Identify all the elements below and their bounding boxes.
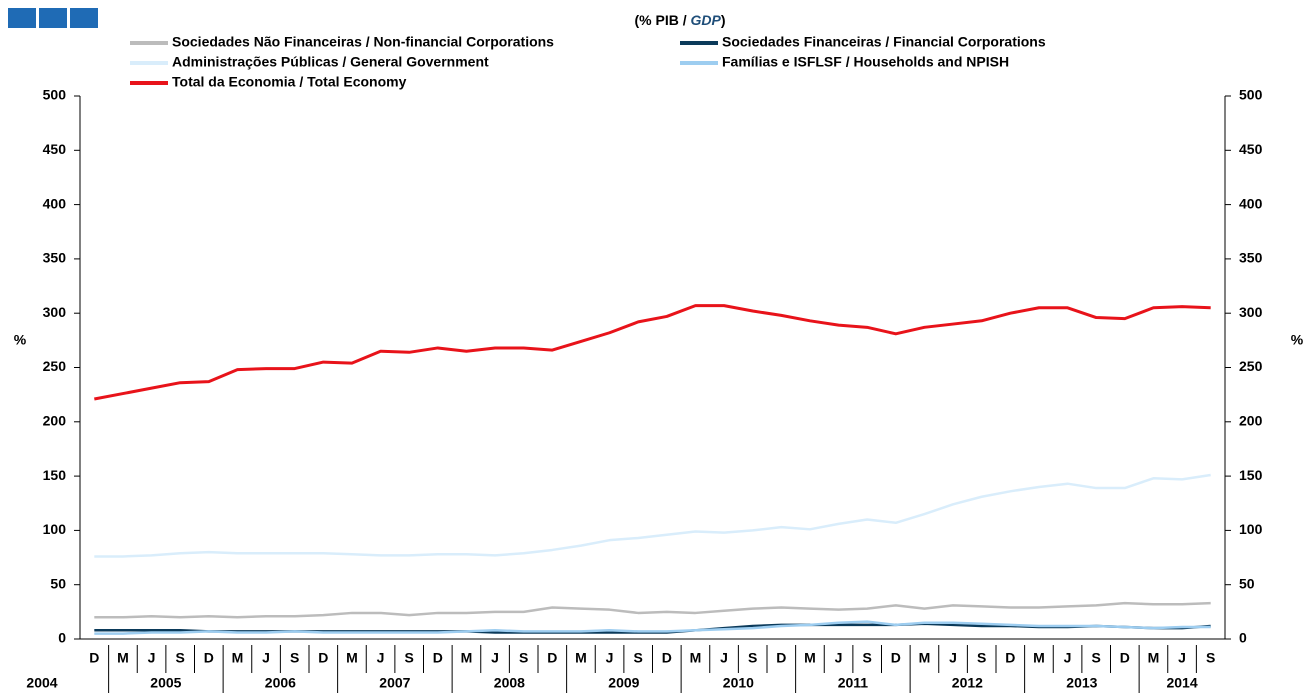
logo-block [70, 8, 98, 28]
y-axis-label: % [14, 332, 27, 348]
x-tick-label: S [863, 650, 872, 666]
x-tick-label: J [491, 650, 499, 666]
x-tick-label: S [748, 650, 757, 666]
y-tick-label: 250 [43, 358, 67, 374]
x-tick-label: S [1092, 650, 1101, 666]
x-tick-label: J [1064, 650, 1072, 666]
x-tick-label: J [148, 650, 156, 666]
y2-tick-label: 400 [1239, 195, 1263, 211]
y-tick-label: 450 [43, 141, 67, 157]
y2-tick-label: 50 [1239, 575, 1255, 591]
x-tick-label: D [433, 650, 443, 666]
x-tick-label: D [547, 650, 557, 666]
x-tick-label: S [519, 650, 528, 666]
y2-tick-label: 150 [1239, 467, 1263, 483]
x-tick-label: D [776, 650, 786, 666]
year-label: 2005 [150, 675, 181, 691]
x-tick-label: J [720, 650, 728, 666]
x-tick-label: S [290, 650, 299, 666]
y2-tick-label: 500 [1239, 87, 1263, 103]
x-tick-label: M [919, 650, 931, 666]
logo-block [39, 8, 67, 28]
year-label: 2010 [723, 675, 754, 691]
year-label: 2012 [952, 675, 983, 691]
x-tick-label: J [262, 650, 270, 666]
y-tick-label: 400 [43, 195, 67, 211]
legend-label: Administrações Públicas / General Govern… [172, 54, 489, 70]
x-tick-label: D [662, 650, 672, 666]
x-tick-label: D [204, 650, 214, 666]
year-label: 2007 [379, 675, 410, 691]
y-tick-label: 50 [50, 575, 66, 591]
y-tick-label: 200 [43, 413, 67, 429]
x-tick-label: M [117, 650, 129, 666]
y2-axis-label: % [1291, 332, 1304, 348]
x-tick-label: S [634, 650, 643, 666]
y-tick-label: 100 [43, 521, 67, 537]
y2-tick-label: 300 [1239, 304, 1263, 320]
series-line [94, 304, 1211, 401]
series-line [94, 473, 1211, 558]
y2-tick-label: 250 [1239, 358, 1263, 374]
logo-block [8, 8, 36, 28]
x-tick-label: S [1206, 650, 1215, 666]
title-part: (% PIB / [634, 12, 690, 28]
x-tick-label: M [575, 650, 587, 666]
x-tick-label: J [949, 650, 957, 666]
x-tick-label: J [835, 650, 843, 666]
x-tick-label: D [89, 650, 99, 666]
x-tick-label: D [318, 650, 328, 666]
series-line [94, 620, 1211, 635]
series-line [94, 601, 1211, 619]
year-label: 2008 [494, 675, 525, 691]
x-tick-label: D [1120, 650, 1130, 666]
legend-label: Famílias e ISFLSF / Households and NPISH [722, 54, 1009, 70]
legend-label: Sociedades Financeiras / Financial Corpo… [722, 34, 1046, 50]
year-label: 2011 [838, 675, 869, 691]
x-tick-label: M [690, 650, 702, 666]
x-tick-label: D [1005, 650, 1015, 666]
legend-label: Total da Economia / Total Economy [172, 74, 407, 90]
x-tick-label: M [346, 650, 358, 666]
year-label: 2014 [1166, 675, 1197, 691]
y-tick-label: 0 [58, 630, 66, 646]
x-tick-label: J [1178, 650, 1186, 666]
year-label: 2013 [1066, 675, 1097, 691]
x-tick-label: S [176, 650, 185, 666]
year-label: 2009 [608, 675, 639, 691]
chart-title: (% PIB / GDP) [634, 12, 725, 28]
y2-tick-label: 350 [1239, 250, 1263, 266]
x-tick-label: J [377, 650, 385, 666]
year-label: 2006 [265, 675, 296, 691]
x-tick-label: S [977, 650, 986, 666]
x-tick-label: M [232, 650, 244, 666]
x-tick-label: M [1148, 650, 1160, 666]
x-tick-label: J [606, 650, 614, 666]
x-tick-label: S [405, 650, 414, 666]
title-part: GDP [691, 12, 722, 28]
x-tick-label: M [1033, 650, 1045, 666]
x-tick-label: M [804, 650, 816, 666]
y2-tick-label: 100 [1239, 521, 1263, 537]
y-tick-label: 500 [43, 87, 67, 103]
legend-label: Sociedades Não Financeiras / Non-financi… [172, 34, 554, 50]
x-tick-label: D [891, 650, 901, 666]
y-tick-label: 350 [43, 250, 67, 266]
y-tick-label: 150 [43, 467, 67, 483]
y2-tick-label: 200 [1239, 413, 1263, 429]
x-tick-label: M [461, 650, 473, 666]
y2-tick-label: 450 [1239, 141, 1263, 157]
y-tick-label: 300 [43, 304, 67, 320]
title-part: ) [721, 12, 726, 28]
year-label: 2004 [26, 675, 57, 691]
y2-tick-label: 0 [1239, 630, 1247, 646]
